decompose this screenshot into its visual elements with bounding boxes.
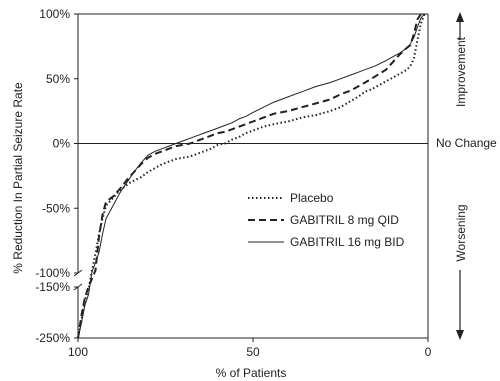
series-line-1: [77, 13, 426, 339]
y-tick-label: -150%: [35, 280, 70, 294]
no-change-label: No Change: [436, 136, 497, 150]
y-tick-label: -250%: [35, 331, 70, 345]
series-line-3: [77, 13, 425, 339]
y-tick-label: 100%: [39, 7, 70, 21]
legend-label: GABITRIL 8 mg QID: [290, 213, 399, 227]
y-tick-label: -100%: [35, 266, 70, 280]
x-tick-label: 0: [425, 345, 432, 359]
legend-label: GABITRIL 16 mg BID: [290, 235, 405, 249]
axis-layer: 100% 50% 0% -50% -100%-150% -250%100 50 0: [35, 7, 431, 359]
y-tick-label: 50%: [46, 72, 70, 86]
series-layer: [77, 13, 426, 339]
x-axis-title: % of Patients: [216, 366, 287, 380]
improvement-label: Improvement: [454, 36, 468, 107]
legend-label: Placebo: [290, 191, 334, 205]
y-tick-label: 0%: [53, 137, 71, 151]
worsening-label: Worsening: [454, 204, 468, 261]
x-tick-label: 100: [68, 345, 88, 359]
x-tick-label: 50: [246, 345, 260, 359]
worsening-arrow-icon: [456, 270, 464, 340]
legend: Placebo GABITRIL 8 mg QID GABITRIL 16 mg B…: [248, 191, 405, 249]
improvement-arrow-icon: [456, 12, 464, 40]
series-line-2: [77, 13, 422, 339]
y-tick-label: -50%: [42, 201, 70, 215]
y-axis-title: % Reduction In Partial Seizure Rate: [11, 82, 25, 274]
